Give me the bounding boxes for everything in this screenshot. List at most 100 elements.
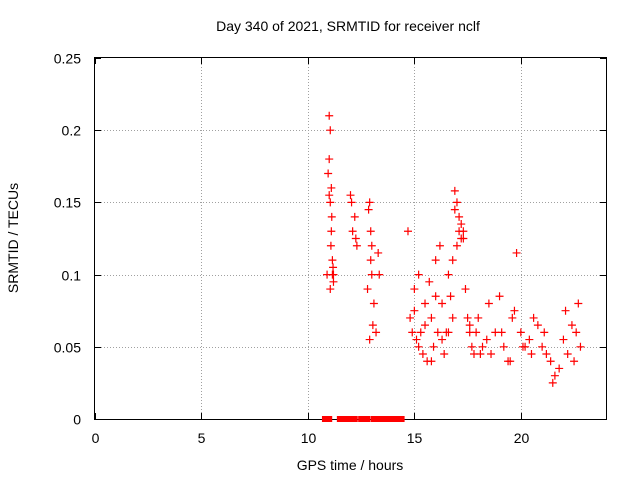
data-point-plus xyxy=(516,328,525,337)
data-point-plus xyxy=(555,364,564,373)
data-point-plus xyxy=(416,328,425,337)
data-point-plus xyxy=(327,227,336,236)
data-point-plus xyxy=(425,277,434,286)
x-axis-label: GPS time / hours xyxy=(297,457,404,473)
data-point-plus xyxy=(570,357,579,366)
data-point-plus xyxy=(546,357,555,366)
data-point-plus xyxy=(350,212,359,221)
data-point-plus xyxy=(563,350,572,359)
data-point-plus xyxy=(429,342,438,351)
data-point-plus xyxy=(506,357,515,366)
data-point-plus xyxy=(572,328,581,337)
y-tick-label: 0.05 xyxy=(54,340,81,356)
data-point-plus xyxy=(329,277,338,286)
y-tick-label: 0.15 xyxy=(54,195,81,211)
data-point-plus xyxy=(329,263,338,272)
data-point-plus xyxy=(431,292,440,301)
data-point-plus xyxy=(329,270,338,279)
data-point-plus xyxy=(363,285,372,294)
data-point-plus xyxy=(366,227,375,236)
data-point-plus xyxy=(484,299,493,308)
data-point-plus xyxy=(418,350,427,359)
data-point-plus xyxy=(325,111,334,120)
data-point-plus xyxy=(367,270,376,279)
data-point-plus xyxy=(463,313,472,322)
data-point-plus xyxy=(450,205,459,214)
axis-ticks: 0 0.05 0.1 0.15 0.2 0.25 0 5 10 15 20 xyxy=(54,51,606,446)
data-point-plus xyxy=(406,313,415,322)
data-point-plus xyxy=(457,220,466,229)
data-point-plus xyxy=(574,299,583,308)
data-point-plus xyxy=(369,299,378,308)
data-point-plus xyxy=(435,241,444,250)
data-point-plus xyxy=(351,234,360,243)
data-point-plus xyxy=(576,342,585,351)
x-tick-label: 20 xyxy=(514,430,530,446)
data-point-plus xyxy=(510,306,519,315)
data-point-plus xyxy=(326,198,335,207)
data-point-plus xyxy=(567,321,576,330)
data-point-plus xyxy=(326,126,335,135)
data-point-plus xyxy=(495,292,504,301)
x-tick-label: 10 xyxy=(301,430,317,446)
chart-title: Day 340 of 2021, SRMTID for receiver ncl… xyxy=(216,18,480,34)
data-point-plus xyxy=(374,248,383,257)
data-point-plus xyxy=(542,350,551,359)
data-point-square xyxy=(398,416,405,422)
y-tick-label: 0.2 xyxy=(62,123,82,139)
data-point-plus xyxy=(438,299,447,308)
y-axis-label: SRMTID / TECUs xyxy=(5,183,21,293)
data-point-plus xyxy=(325,155,334,164)
data-point-square xyxy=(375,416,382,422)
data-point-plus xyxy=(433,328,442,337)
data-point-plus xyxy=(408,328,417,337)
data-point-plus xyxy=(427,357,436,366)
data-point-plus xyxy=(431,256,440,265)
data-point-plus xyxy=(478,342,487,351)
data-point-plus xyxy=(461,285,470,294)
grid xyxy=(95,58,606,419)
data-point-plus xyxy=(559,335,568,344)
data-point-plus xyxy=(482,335,491,344)
data-point-plus xyxy=(328,256,337,265)
plot-border xyxy=(94,57,607,420)
data-point-plus xyxy=(508,313,517,322)
data-point-plus xyxy=(412,335,421,344)
data-point-plus xyxy=(368,321,377,330)
data-point-plus xyxy=(467,342,476,351)
data-point-plus xyxy=(529,313,538,322)
data-point-plus xyxy=(497,328,506,337)
x-tick-label: 15 xyxy=(407,430,423,446)
data-point-plus xyxy=(327,212,336,221)
y-tick-label: 0.25 xyxy=(54,51,81,67)
x-tick-label: 5 xyxy=(198,430,206,446)
y-tick-label: 0 xyxy=(73,412,81,428)
data-point-plus xyxy=(325,191,334,200)
data-point-plus xyxy=(444,328,453,337)
data-point-plus xyxy=(364,205,373,214)
data-point-plus xyxy=(459,227,468,236)
data-point-plus xyxy=(527,350,536,359)
data-point-plus xyxy=(366,256,375,265)
y-tick-label: 0.1 xyxy=(62,268,82,284)
data-point-plus xyxy=(525,335,534,344)
data-point-plus xyxy=(533,321,542,330)
data-point-plus xyxy=(324,169,333,178)
data-point-plus xyxy=(474,313,483,322)
data-point-plus xyxy=(448,256,457,265)
data-point-plus xyxy=(465,321,474,330)
data-point-plus xyxy=(410,306,419,315)
data-point-plus xyxy=(365,335,374,344)
data-point-plus xyxy=(414,342,423,351)
data-point-plus xyxy=(476,350,485,359)
data-point-plus xyxy=(372,328,381,337)
x-tick-label: 0 xyxy=(92,430,100,446)
data-point-plus xyxy=(414,270,423,279)
data-point-plus xyxy=(448,313,457,322)
data-point-plus xyxy=(518,342,527,351)
data-point-plus xyxy=(348,227,357,236)
data-point-plus xyxy=(548,378,557,387)
data-point-plus xyxy=(352,241,361,250)
data-point-plus xyxy=(455,212,464,221)
data-point-plus xyxy=(512,248,521,257)
